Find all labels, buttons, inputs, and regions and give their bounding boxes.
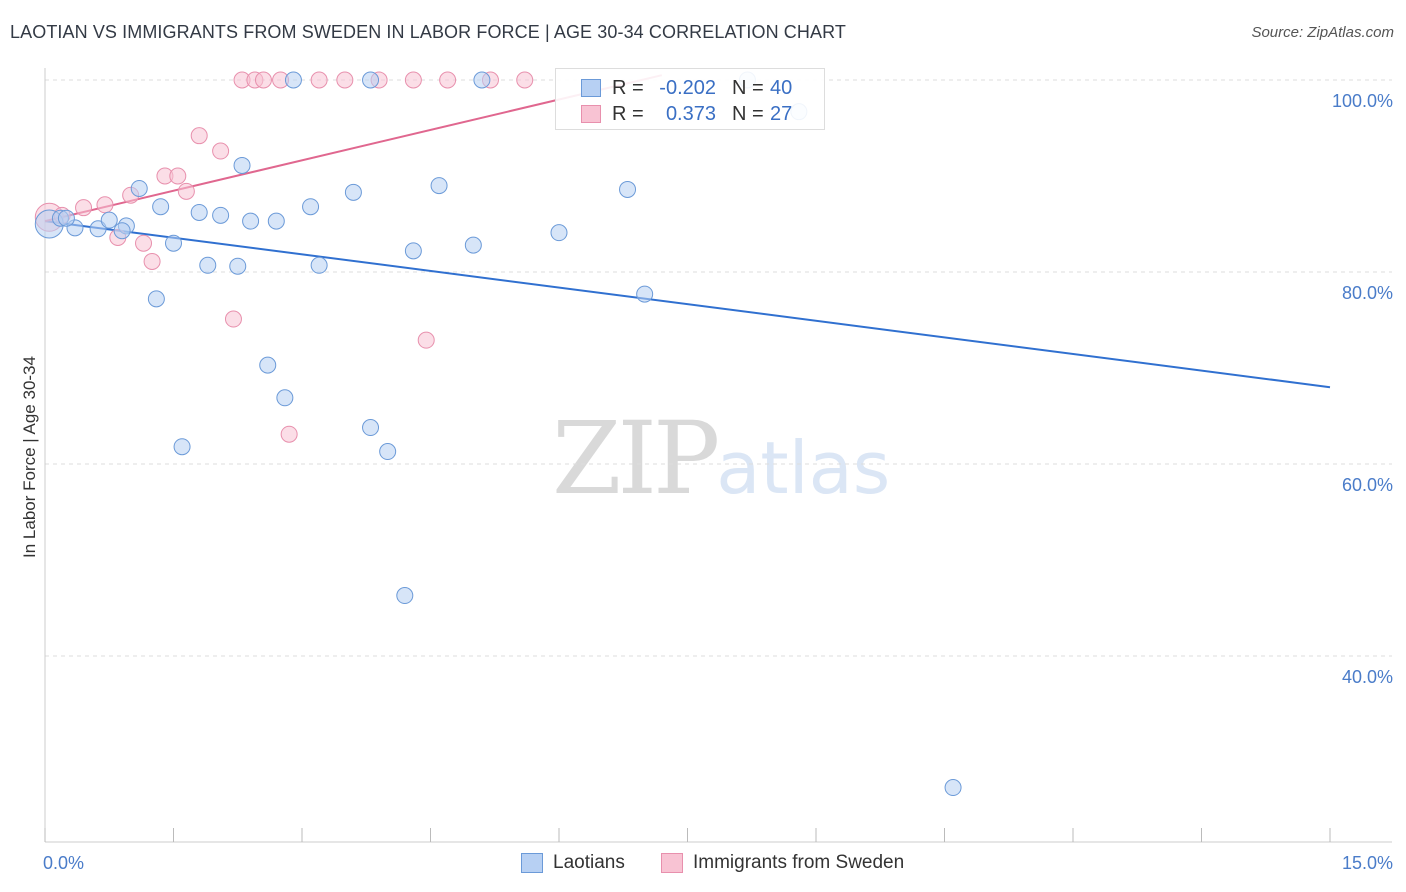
- y-tick-label: 80.0%: [1342, 283, 1393, 303]
- laotian-point: [310, 256, 328, 274]
- sweden-point: [190, 127, 208, 145]
- chart-title: LAOTIAN VS IMMIGRANTS FROM SWEDEN IN LAB…: [10, 22, 846, 42]
- laotian-trend-line: [44, 220, 1331, 389]
- n-value: 27: [770, 103, 793, 125]
- laotian-point: [944, 779, 962, 797]
- sweden-point: [516, 71, 534, 89]
- laotian-point: [173, 438, 191, 456]
- laotian-point: [362, 419, 380, 437]
- sweden-point: [404, 71, 422, 89]
- sweden-point: [310, 71, 328, 89]
- r-value: 0.373: [665, 103, 716, 125]
- sweden-point: [212, 142, 230, 160]
- laotian-point: [57, 209, 75, 227]
- laotians-swatch: [581, 79, 601, 97]
- y-tick-label: 60.0%: [1342, 475, 1393, 495]
- laotian-point: [430, 177, 448, 195]
- watermark-zip: ZIP: [552, 400, 720, 517]
- laotian-point: [229, 257, 247, 275]
- sweden-point: [75, 199, 93, 217]
- n-value: 40: [770, 77, 793, 99]
- laotian-point: [165, 234, 182, 252]
- laotian-point: [473, 71, 491, 89]
- legend-label: Laotians: [553, 852, 625, 873]
- laotian-point: [190, 203, 208, 221]
- sweden-point: [135, 234, 153, 252]
- legend-label: Immigrants from Sweden: [693, 852, 905, 873]
- sweden-point: [177, 182, 195, 200]
- laotian-point: [267, 212, 285, 230]
- n-label: N =: [732, 77, 764, 99]
- sweden-legend-swatch: [661, 853, 683, 873]
- axes: [44, 68, 1392, 843]
- laotian-point: [619, 180, 637, 198]
- laotian-point: [636, 285, 654, 303]
- watermark: ZIPatlas: [552, 400, 890, 517]
- tick-labels: 40.0% 60.0% 80.0% 100.0% 0.0% 15.0%: [43, 91, 1393, 873]
- sweden-point: [439, 71, 457, 89]
- x-tick-label: 0.0%: [43, 853, 84, 873]
- laotian-point: [199, 256, 217, 274]
- laotian-point: [233, 156, 251, 174]
- sweden-point: [143, 252, 161, 270]
- x-tick-label: 15.0%: [1342, 853, 1393, 873]
- r-label: R =: [612, 77, 644, 99]
- legend-row-laotians: R = -0.202 N = 40: [556, 75, 824, 101]
- laotian-point: [242, 212, 260, 230]
- laotian-point: [284, 71, 302, 89]
- laotian-point: [259, 356, 277, 374]
- laotian-point: [130, 179, 148, 197]
- laotian-point: [344, 183, 362, 201]
- y-tick-label: 100.0%: [1332, 91, 1393, 111]
- sweden-point: [169, 167, 187, 185]
- laotian-point: [100, 211, 118, 229]
- laotians-legend-swatch: [521, 853, 543, 873]
- n-label: N =: [732, 103, 764, 125]
- laotian-point: [362, 71, 380, 89]
- laotian-point: [212, 206, 230, 224]
- sweden-point: [254, 71, 272, 89]
- laotian-point: [89, 220, 107, 238]
- correlation-legend: R = -0.202 N = 40 R = 0.373 N = 27: [555, 68, 825, 130]
- laotian-point: [276, 389, 294, 407]
- data-points: [34, 71, 962, 797]
- laotian-point: [550, 224, 568, 242]
- series-legend: Laotians Immigrants from Sweden: [0, 852, 1406, 878]
- r-value: -0.202: [659, 77, 716, 99]
- laotian-point: [113, 222, 131, 240]
- laotian-point: [396, 587, 414, 605]
- y-tick-label: 40.0%: [1342, 667, 1393, 687]
- r-label: R =: [612, 103, 644, 125]
- sweden-point: [96, 196, 114, 214]
- sweden-swatch: [581, 105, 601, 123]
- sweden-point: [417, 331, 435, 349]
- laotian-point: [464, 236, 482, 254]
- laotian-point: [147, 290, 165, 308]
- legend-row-sweden: R = 0.373 N = 27: [556, 101, 824, 127]
- sweden-point: [336, 71, 354, 89]
- y-axis-label: In Labor Force | Age 30-34: [20, 356, 39, 558]
- laotian-point: [152, 198, 170, 216]
- laotian-point: [302, 198, 320, 216]
- sweden-point: [280, 425, 298, 443]
- laotian-point: [379, 443, 397, 461]
- watermark-atlas: atlas: [716, 426, 891, 510]
- source-label: Source: ZipAtlas.com: [1251, 24, 1394, 41]
- sweden-point: [224, 310, 242, 328]
- laotian-point: [404, 242, 422, 260]
